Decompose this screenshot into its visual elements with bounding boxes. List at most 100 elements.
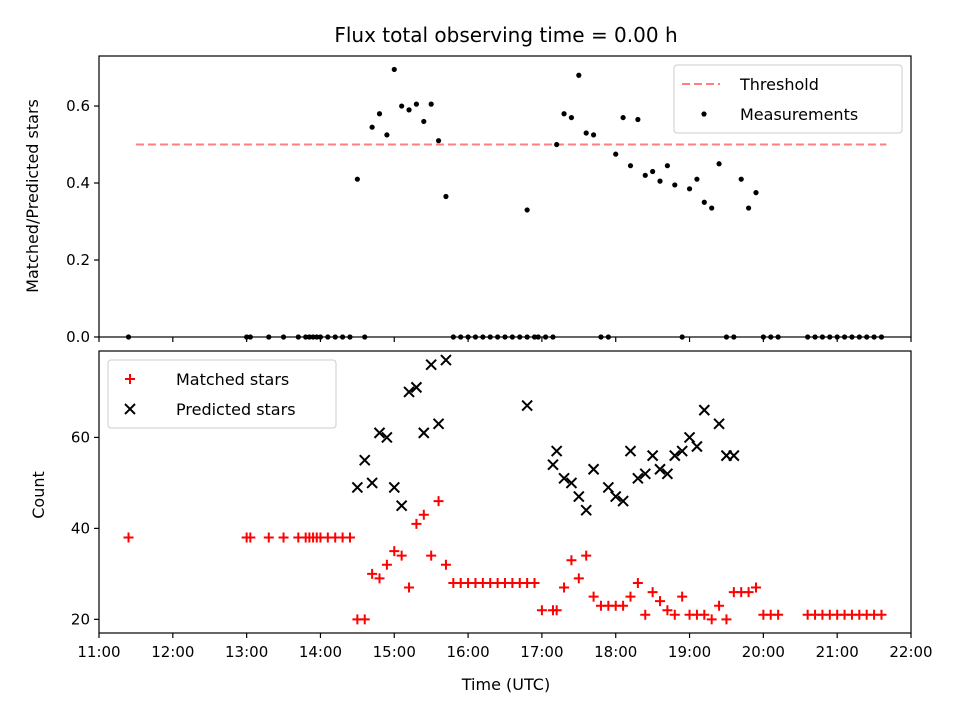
measurement-point — [435, 138, 442, 144]
legend-matched-swatch — [125, 374, 135, 384]
x-tick-label: 21:00 — [816, 643, 859, 661]
predicted-star-point — [410, 381, 423, 394]
matched-star-point — [669, 609, 680, 620]
measurement-point — [310, 334, 316, 340]
predicted-star-point — [624, 445, 637, 457]
bottom-legend-box — [107, 359, 337, 429]
top-y-tick-label: 0.0 — [66, 328, 90, 346]
measurement-point — [295, 334, 301, 340]
measurement-point — [709, 205, 715, 211]
measurement-point — [524, 207, 530, 213]
measurement-point — [694, 176, 700, 182]
matched-star-point — [418, 509, 429, 520]
matched-star-point — [750, 582, 761, 593]
measurement-point — [354, 176, 360, 182]
measurement-point — [827, 334, 833, 340]
matched-star-point — [396, 550, 407, 561]
predicted-star-point — [728, 449, 740, 462]
measurement-point — [280, 334, 287, 340]
matched-star-point — [706, 614, 717, 625]
bottom-plot-frame — [98, 350, 912, 634]
measurement-point — [384, 132, 390, 138]
measurement-point — [306, 334, 312, 340]
measurement-point — [465, 334, 471, 340]
predicted-star-point — [521, 399, 533, 412]
measurement-point — [543, 334, 549, 340]
bottom-legend: Matched stars Predicted stars — [107, 359, 337, 429]
measurement-point — [635, 116, 641, 123]
x-tick-label: 11:00 — [77, 643, 120, 661]
measurement-point — [775, 334, 781, 340]
measurement-point — [421, 118, 427, 125]
measurement-point — [849, 334, 855, 340]
measurement-point — [314, 334, 320, 340]
measurement-point — [768, 334, 774, 340]
predicted-star-point — [558, 472, 570, 485]
measurement-point — [664, 163, 671, 169]
top-y-tick-label: 0.2 — [66, 251, 90, 269]
legend-label: Predicted stars — [176, 400, 296, 419]
measurement-point — [244, 334, 250, 340]
measurement-point — [598, 334, 604, 340]
measurement-point — [362, 334, 368, 340]
matched-star-point — [389, 546, 400, 557]
x-tick-label: 20:00 — [742, 643, 785, 661]
matched-star-point — [551, 605, 562, 616]
measurement-point — [531, 334, 538, 340]
bottom-y-tick-label: 40 — [71, 519, 90, 537]
predicted-star-point — [351, 481, 364, 494]
bottom-panel: 20 40 60 11:00 12:00 13:00 14:00 15:00 16:00 17:0… — [71, 350, 933, 661]
measurement-point — [561, 111, 567, 117]
predicted-star-point — [676, 445, 688, 457]
matched-star-point — [426, 550, 437, 561]
x-tick-label: 14:00 — [299, 643, 342, 661]
measurement-point — [679, 334, 685, 340]
measurement-point — [340, 334, 346, 340]
measurement-point — [554, 141, 560, 148]
measurement-point — [502, 334, 508, 340]
predicted-star-point — [580, 504, 592, 516]
measurement-point — [247, 334, 253, 340]
measurement-point — [303, 334, 309, 340]
measurement-point — [472, 334, 479, 340]
measurement-point — [686, 186, 693, 192]
measurement-point — [613, 151, 619, 157]
predicted-star-point — [373, 427, 386, 439]
matched-star-point — [743, 587, 754, 598]
x-tick-label: 18:00 — [594, 643, 637, 661]
predicted-star-point — [669, 449, 681, 462]
measurement-point — [583, 130, 589, 136]
x-tick-label: 16:00 — [446, 643, 489, 661]
measurement-point — [266, 334, 272, 340]
predicted-star-point — [661, 468, 674, 480]
predicted-star-point — [610, 490, 622, 503]
matched-star-point — [566, 555, 577, 566]
measurement-point — [642, 172, 648, 178]
legend-label: Threshold — [739, 75, 819, 94]
matched-star-point — [374, 573, 385, 584]
matched-star-point — [440, 559, 451, 570]
x-tick-label: 17:00 — [520, 643, 563, 661]
matched-star-point — [632, 577, 643, 588]
predicted-star-point — [698, 404, 711, 416]
measurement-point — [805, 334, 811, 340]
measurement-point — [753, 190, 759, 196]
measurement-point — [864, 334, 870, 340]
matched-star-point — [411, 518, 422, 529]
predicted-star-point — [432, 418, 445, 430]
matched-star-point — [278, 532, 289, 543]
measurement-point — [746, 205, 752, 211]
measurement-point — [834, 334, 840, 340]
measurement-point — [535, 334, 541, 340]
predicted-star-point — [440, 354, 452, 366]
measurement-point — [627, 163, 634, 169]
measurement-point — [841, 334, 848, 340]
predicted-star-point — [646, 449, 659, 462]
measurement-point — [450, 334, 456, 340]
measurement-point — [760, 334, 766, 340]
predicted-star-point — [366, 477, 378, 489]
matched-star-point — [655, 596, 666, 607]
legend-label: Matched stars — [176, 370, 289, 389]
predicted-star-point — [632, 472, 644, 485]
